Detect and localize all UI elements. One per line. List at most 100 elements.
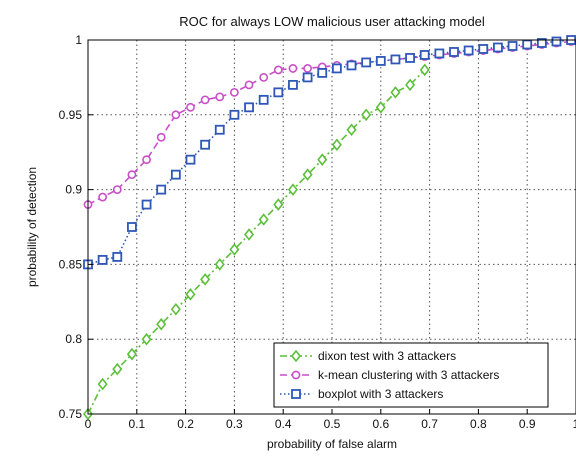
x-tick-label: 0.3 <box>226 417 243 431</box>
data-point-square <box>302 72 313 83</box>
data-point-square <box>375 56 386 66</box>
x-tick-label: 0 <box>85 417 92 431</box>
data-point-square <box>258 94 269 105</box>
data-point-square <box>141 199 152 210</box>
data-point-diamond <box>331 138 342 152</box>
data-point-square <box>346 60 357 71</box>
data-point-circle <box>186 102 195 112</box>
data-point-square <box>200 139 211 150</box>
data-point-square <box>507 41 518 51</box>
data-point-circle <box>171 110 181 120</box>
x-tick-label: 0.7 <box>421 417 438 431</box>
x-tick-label: 0.4 <box>275 417 292 431</box>
x-tick-label: 0.6 <box>372 417 389 431</box>
x-tick-label: 0.8 <box>470 417 487 431</box>
data-point-diamond <box>361 108 372 122</box>
data-point-square <box>127 222 137 232</box>
series-diamond <box>82 63 430 421</box>
data-point-diamond <box>375 101 386 114</box>
legend-box <box>273 342 549 408</box>
data-point-square <box>273 87 284 98</box>
data-point-square <box>361 57 372 68</box>
data-point-square <box>97 255 108 265</box>
data-point-diamond <box>390 86 401 99</box>
data-point-diamond <box>419 63 430 77</box>
data-point-circle <box>127 170 137 180</box>
data-point-diamond <box>112 362 123 376</box>
legend-marker-diamond <box>290 349 302 363</box>
data-point-square <box>405 53 415 63</box>
data-point-circle <box>229 87 239 97</box>
data-point-diamond <box>214 258 225 271</box>
legend-label: dixon test with 3 attackers <box>318 349 456 363</box>
data-point-square <box>185 154 196 165</box>
chart-title: ROC for always LOW malicious user attack… <box>179 14 485 29</box>
data-point-circle <box>244 80 254 90</box>
data-point-circle <box>273 65 283 75</box>
x-axis-label: probability of false alarm <box>267 437 397 451</box>
series-line <box>87 40 572 206</box>
y-tick-label: 0.95 <box>59 108 83 122</box>
data-point-square <box>390 54 401 65</box>
x-tick-label: 0.1 <box>128 417 145 431</box>
data-point-circle <box>142 155 151 165</box>
data-point-diamond <box>258 213 269 226</box>
data-point-circle <box>215 92 225 102</box>
x-tick-label: 0.5 <box>324 417 341 431</box>
data-point-diamond <box>229 243 240 256</box>
y-tick-label: 1 <box>75 33 82 47</box>
data-point-square <box>463 45 474 56</box>
data-point-diamond <box>97 377 108 391</box>
x-tick-label: 1 <box>573 417 576 431</box>
y-tick-label: 0.9 <box>65 183 82 197</box>
data-point-diamond <box>405 78 416 92</box>
data-point-square <box>331 63 342 74</box>
data-point-diamond <box>302 168 313 181</box>
data-point-diamond <box>126 347 137 361</box>
legend-label: boxplot with 3 attackers <box>318 387 443 401</box>
data-point-square <box>214 124 225 135</box>
legend-marker-square <box>291 389 301 399</box>
data-point-square <box>478 44 489 54</box>
y-tick-label: 0.75 <box>59 407 83 421</box>
data-point-square <box>288 79 298 90</box>
data-point-diamond <box>170 302 181 316</box>
series-line <box>87 39 572 266</box>
data-point-square <box>112 252 123 262</box>
data-point-circle <box>288 64 298 73</box>
legend: dixon test with 3 attackers k-mean cluste… <box>273 342 549 408</box>
data-point-diamond <box>346 123 357 137</box>
data-point-circle <box>98 192 108 202</box>
data-point-circle <box>156 132 166 142</box>
x-tick-label: 0.2 <box>177 417 194 431</box>
data-point-square <box>536 38 547 48</box>
tick-labels: 0 0.1 0.2 0.3 0.4 0.5 0.6 0.7 0.8 0.9 1 0.75 0.8 0.85… <box>59 33 576 431</box>
data-point-square <box>317 68 328 78</box>
data-point-diamond <box>200 273 211 286</box>
data-point-diamond <box>185 288 196 301</box>
data-point-diamond <box>244 228 255 241</box>
data-point-square <box>449 47 459 57</box>
data-point-square <box>244 102 254 113</box>
data-point-square <box>493 42 503 53</box>
y-tick-label: 0.8 <box>65 332 82 346</box>
data-point-diamond <box>156 317 167 331</box>
data-point-square <box>156 184 167 195</box>
data-point-diamond <box>287 183 298 196</box>
data-point-circle <box>303 64 312 73</box>
legend-label: k-mean clustering with 3 attackers <box>318 368 499 382</box>
x-tick-label: 0.9 <box>519 417 536 431</box>
y-tick-label: 0.85 <box>59 257 83 271</box>
data-point-diamond <box>273 198 284 211</box>
data-point-square <box>229 109 240 120</box>
legend-marker-circle <box>291 370 301 380</box>
data-point-square <box>419 50 430 60</box>
data-point-circle <box>200 95 210 105</box>
data-point-diamond <box>317 153 328 166</box>
data-point-square <box>170 169 181 180</box>
data-point-diamond <box>141 332 152 346</box>
data-point-square <box>522 39 533 50</box>
data-point-circle <box>112 185 122 194</box>
data-point-square <box>434 48 445 59</box>
